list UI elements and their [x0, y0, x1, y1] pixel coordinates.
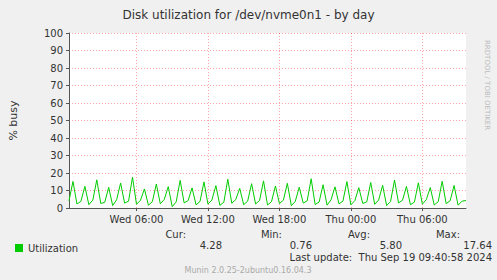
svg-text:20: 20 — [50, 168, 63, 179]
svg-text:0: 0 — [57, 203, 63, 214]
svg-text:4.28: 4.28 — [200, 240, 222, 251]
svg-text:Avg:: Avg: — [348, 229, 370, 240]
svg-text:17.64: 17.64 — [463, 240, 492, 251]
svg-text:90: 90 — [50, 45, 63, 56]
svg-text:100: 100 — [44, 28, 63, 39]
svg-text:Cur:: Cur: — [165, 229, 186, 240]
svg-text:Min:: Min: — [261, 229, 282, 240]
svg-text:Wed 12:00: Wed 12:00 — [181, 214, 235, 225]
svg-text:Wed 06:00: Wed 06:00 — [110, 214, 164, 225]
svg-text:% busy: % busy — [7, 100, 20, 141]
svg-text:0.76: 0.76 — [290, 240, 312, 251]
svg-text:Wed 18:00: Wed 18:00 — [253, 214, 307, 225]
svg-text:80: 80 — [50, 63, 63, 74]
svg-text:5.80: 5.80 — [380, 240, 402, 251]
svg-text:Last update: Thu Sep 19 09:40: Last update: Thu Sep 19 09:40:58 2024 — [290, 252, 492, 263]
svg-text:RRDTOOL / TOBI OETIKER: RRDTOOL / TOBI OETIKER — [483, 40, 491, 130]
svg-text:10: 10 — [50, 185, 63, 196]
svg-text:60: 60 — [50, 98, 63, 109]
svg-text:30: 30 — [50, 150, 63, 161]
svg-text:Thu 00:00: Thu 00:00 — [324, 214, 376, 225]
svg-text:Thu 06:00: Thu 06:00 — [396, 214, 448, 225]
svg-text:Munin 2.0.25-2ubuntu0.16.04.3: Munin 2.0.25-2ubuntu0.16.04.3 — [185, 266, 312, 275]
svg-text:70: 70 — [50, 80, 63, 91]
svg-text:Utilization: Utilization — [28, 243, 78, 254]
svg-text:40: 40 — [50, 133, 63, 144]
svg-text:Disk utilization for /dev/nvme: Disk utilization for /dev/nvme0n1 - by d… — [122, 8, 374, 22]
svg-text:Max:: Max: — [436, 229, 460, 240]
svg-text:50: 50 — [50, 115, 63, 126]
